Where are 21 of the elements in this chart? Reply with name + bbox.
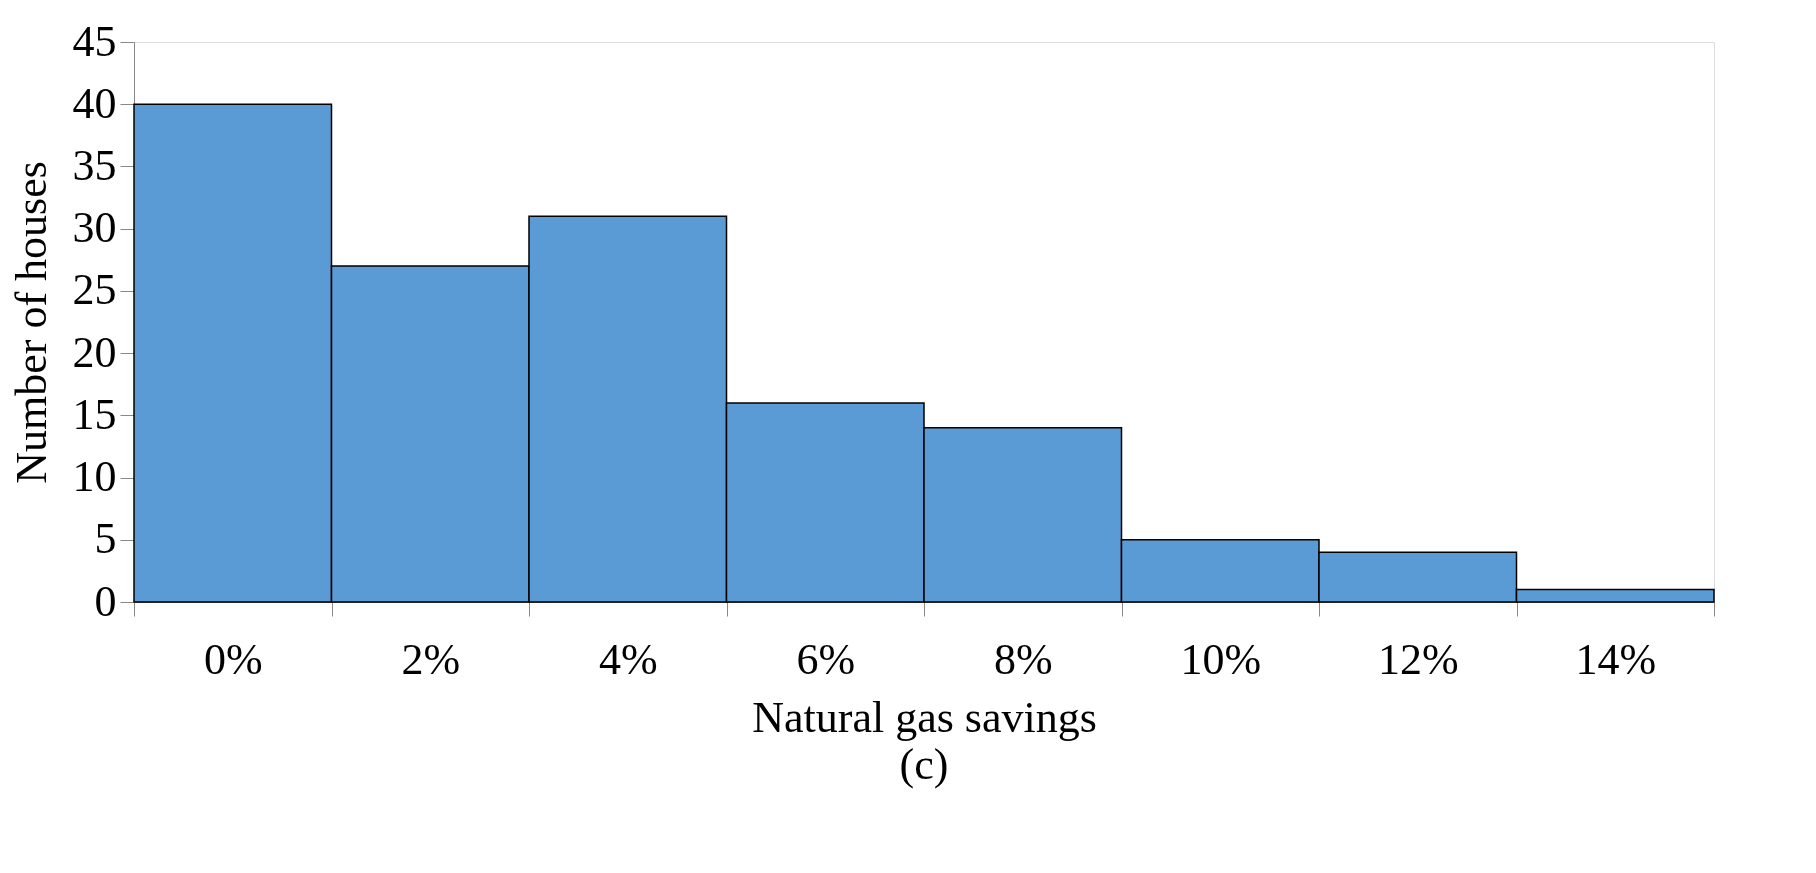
y-tick-label: 20 bbox=[72, 327, 117, 377]
y-tick-label: 45 bbox=[72, 16, 117, 66]
x-tick-label: 12% bbox=[1377, 634, 1459, 684]
x-tick-label: 8% bbox=[993, 634, 1053, 684]
x-tick-label: 6% bbox=[796, 634, 856, 684]
text: (c) bbox=[899, 740, 949, 789]
x-tick-label: 4% bbox=[598, 634, 658, 684]
x-tick-label: 14% bbox=[1575, 634, 1657, 684]
y-tick-label: 15 bbox=[72, 389, 117, 439]
y-tick-label: 0 bbox=[94, 576, 117, 626]
x-tick-label: 10% bbox=[1180, 634, 1262, 684]
x-tick-label: 0% bbox=[203, 634, 263, 684]
y-tick-label: 35 bbox=[72, 140, 117, 190]
y-axis-title: Number of houses bbox=[6, 161, 56, 484]
y-tick-label: 10 bbox=[72, 452, 117, 502]
y-tick-label: 25 bbox=[72, 265, 117, 315]
x-tick-label: 2% bbox=[401, 634, 461, 684]
y-tick-label: 5 bbox=[94, 514, 117, 564]
y-tick-label: 30 bbox=[72, 203, 117, 253]
x-axis-title: Natural gas savings bbox=[752, 692, 1097, 742]
y-tick-label: 40 bbox=[72, 78, 117, 128]
